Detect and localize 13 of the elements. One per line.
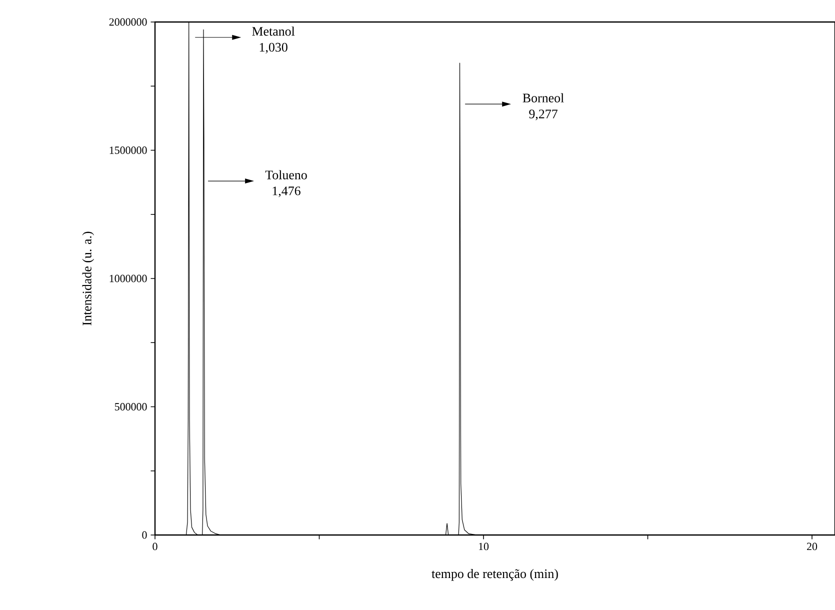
y-tick-label: 500000 xyxy=(114,403,147,410)
y-axis-title: Intensidade (u. a.) xyxy=(82,232,94,326)
x-tick-label: 10 xyxy=(478,542,489,550)
x-tick-label: 20 xyxy=(807,542,818,550)
x-axis-title: tempo de retenção (min) xyxy=(432,569,558,581)
y-tick-label: 0 xyxy=(142,531,147,539)
annotation: Tolueno 1,476 xyxy=(265,170,307,198)
y-tick-label: 2000000 xyxy=(109,18,147,26)
y-tick-label: 1000000 xyxy=(110,274,147,282)
x-tick-label: 0 xyxy=(152,542,158,550)
annotation: Borneol 9,277 xyxy=(522,93,564,120)
annotation: Metanol 1,030 xyxy=(252,26,295,54)
y-tick-label: 1500000 xyxy=(110,146,147,154)
